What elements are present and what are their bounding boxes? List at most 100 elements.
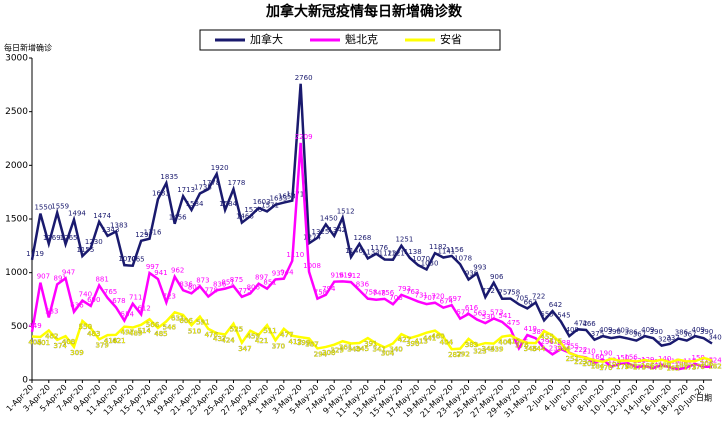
data-label: 375 bbox=[591, 330, 604, 338]
y-tick-label: 500 bbox=[11, 322, 28, 332]
y-tick-label: 0 bbox=[22, 376, 28, 386]
data-label: 1141 bbox=[437, 248, 455, 256]
series-line bbox=[30, 83, 713, 348]
data-label: 405 bbox=[28, 339, 41, 347]
data-label: 906 bbox=[490, 273, 504, 281]
data-label: 466 bbox=[582, 320, 596, 328]
data-label: 944 bbox=[280, 269, 294, 277]
data-label: 545 bbox=[557, 312, 570, 320]
data-label: 1121 bbox=[387, 250, 405, 258]
data-label: 1265 bbox=[60, 234, 78, 242]
data-label: 962 bbox=[171, 267, 184, 275]
data-label: 1343 bbox=[102, 226, 120, 234]
data-label: 573 bbox=[490, 308, 503, 316]
data-label: 667 bbox=[524, 298, 537, 306]
data-label: 323 bbox=[473, 347, 486, 355]
data-label: 288 bbox=[557, 339, 570, 347]
data-label: 997 bbox=[146, 263, 159, 271]
data-label: 1230 bbox=[85, 238, 103, 246]
data-label: 176 bbox=[692, 363, 706, 371]
data-label: 1070 bbox=[412, 255, 430, 263]
data-label: 427 bbox=[398, 336, 411, 344]
data-label: 419 bbox=[524, 325, 537, 333]
data-label: 239 bbox=[549, 344, 562, 352]
data-label: 189 bbox=[675, 362, 688, 370]
data-label: 418 bbox=[104, 337, 117, 345]
data-label: 851 bbox=[263, 279, 276, 287]
data-label: 206 bbox=[700, 360, 714, 368]
data-label: 459 bbox=[247, 333, 260, 341]
data-label: 525 bbox=[230, 326, 243, 334]
y-tick-label: 2500 bbox=[5, 107, 28, 117]
data-label: 706 bbox=[389, 294, 403, 302]
data-label: 1450 bbox=[320, 214, 338, 222]
data-label: 530 bbox=[482, 313, 495, 321]
data-label: 1065 bbox=[127, 256, 145, 264]
data-label: 455 bbox=[540, 333, 553, 341]
data-label: 391 bbox=[364, 340, 377, 348]
data-label: 367 bbox=[683, 331, 696, 339]
data-label: 937 bbox=[272, 269, 285, 277]
y-tick-label: 1500 bbox=[5, 215, 28, 225]
data-label: 1738 bbox=[194, 183, 212, 191]
data-label: 907 bbox=[37, 273, 50, 281]
data-label: 1110 bbox=[286, 251, 304, 259]
data-label: 150 bbox=[692, 354, 705, 362]
data-label: 124 bbox=[708, 357, 722, 365]
data-label: 1571 bbox=[261, 201, 279, 209]
data-label: 173 bbox=[683, 363, 696, 371]
data-label: 740 bbox=[79, 291, 92, 299]
data-label: 173 bbox=[633, 363, 646, 371]
data-label: 449 bbox=[28, 322, 41, 330]
data-label: 340 bbox=[389, 346, 402, 354]
data-label: 1182 bbox=[429, 243, 447, 251]
data-label: 807 bbox=[188, 283, 201, 291]
data-label: 294 bbox=[314, 350, 328, 358]
data-label: 1119 bbox=[26, 250, 44, 258]
data-label: 1155 bbox=[76, 246, 94, 254]
data-label: 550 bbox=[79, 323, 92, 331]
y-tick-label: 2000 bbox=[5, 161, 28, 171]
data-label: 631 bbox=[171, 314, 184, 322]
data-label: 223 bbox=[574, 358, 587, 366]
data-label: 1138 bbox=[404, 248, 422, 256]
data-label: 636 bbox=[70, 302, 84, 310]
data-label: 546 bbox=[163, 323, 177, 331]
legend-box bbox=[199, 29, 501, 51]
data-label: 287 bbox=[448, 351, 461, 359]
data-label: 705 bbox=[515, 294, 528, 302]
data-label: 510 bbox=[188, 327, 201, 335]
data-label: 875 bbox=[230, 276, 243, 284]
data-label: 156 bbox=[624, 353, 638, 361]
data-label: 390 bbox=[406, 340, 419, 348]
data-label: 347 bbox=[238, 345, 251, 353]
data-label: 1008 bbox=[303, 262, 321, 270]
data-label: 1653 bbox=[278, 193, 296, 201]
data-label: 477 bbox=[280, 331, 293, 339]
data-label: 345 bbox=[356, 345, 369, 353]
data-label: 1078 bbox=[454, 254, 472, 262]
data-label: 379 bbox=[95, 341, 108, 349]
data-label: 993 bbox=[473, 263, 486, 271]
data-label: 186 bbox=[641, 362, 655, 370]
data-label: 678 bbox=[112, 297, 125, 305]
data-label: 489 bbox=[129, 330, 142, 338]
data-label: 591 bbox=[196, 319, 209, 327]
data-label: 1559 bbox=[51, 203, 69, 211]
data-label: 697 bbox=[448, 295, 461, 303]
data-label: 722 bbox=[532, 293, 545, 301]
data-label: 758 bbox=[314, 289, 327, 297]
data-label: 184 bbox=[591, 362, 605, 370]
data-label: 182 bbox=[708, 362, 721, 370]
data-label: 309 bbox=[70, 349, 83, 357]
chart-title: 加拿大新冠疫情每日新增确诊数 bbox=[265, 3, 463, 20]
data-label: 344 bbox=[557, 345, 571, 353]
data-label: 1584 bbox=[186, 200, 204, 208]
data-label: 376 bbox=[515, 342, 529, 350]
data-label: 572 bbox=[456, 309, 469, 317]
data-label: 1269 bbox=[43, 234, 61, 242]
data-label: 222 bbox=[574, 346, 587, 354]
data-label: 891 bbox=[53, 274, 66, 282]
data-label: 497 bbox=[121, 329, 134, 337]
